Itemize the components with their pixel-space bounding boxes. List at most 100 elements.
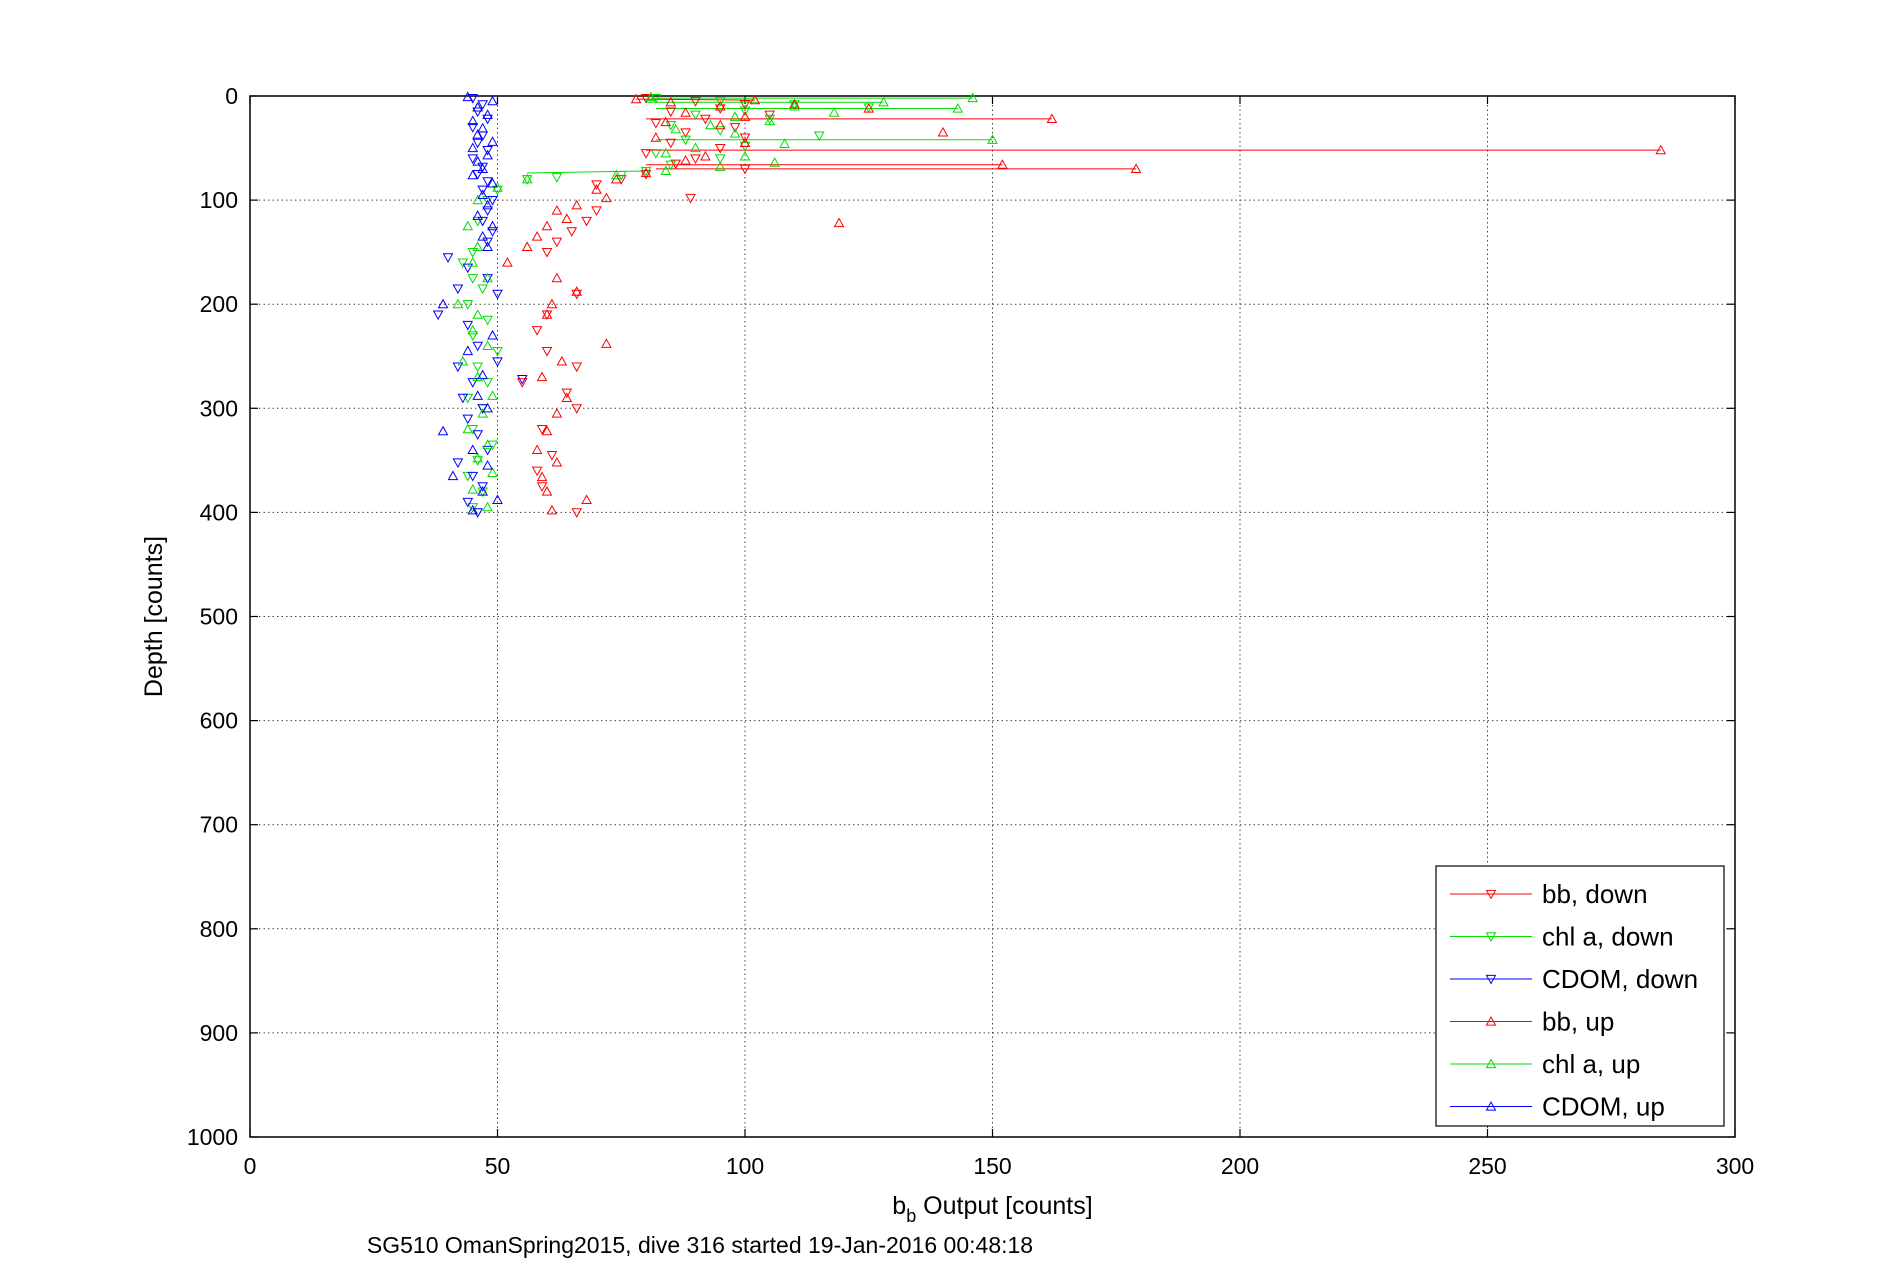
data-point	[472, 107, 484, 118]
data-point	[1046, 113, 1058, 124]
data-point	[467, 123, 479, 133]
data-point	[581, 494, 592, 505]
data-point	[714, 161, 726, 171]
data-point	[541, 346, 553, 357]
data-point	[571, 289, 583, 300]
data-point	[541, 309, 553, 319]
data-point	[591, 180, 602, 191]
data-point	[482, 149, 493, 160]
data-point	[690, 97, 701, 107]
data-point	[680, 107, 691, 117]
data-point	[472, 101, 484, 112]
y-tick-label: 100	[200, 187, 238, 213]
data-point	[640, 167, 652, 178]
data-point	[541, 220, 553, 231]
data-point	[472, 341, 484, 352]
data-point	[764, 115, 776, 126]
data-point	[561, 213, 573, 223]
data-point	[492, 346, 503, 357]
data-point	[739, 100, 751, 110]
data-point	[452, 362, 464, 373]
data-point	[581, 216, 592, 227]
data-point	[467, 142, 479, 153]
data-point	[482, 340, 493, 350]
data-point	[685, 193, 696, 204]
data-point	[536, 425, 548, 435]
data-point	[502, 257, 513, 267]
data-point	[477, 216, 488, 227]
data-point	[630, 93, 642, 104]
data-point	[650, 93, 662, 104]
data-point	[521, 241, 533, 252]
data-point	[660, 116, 672, 127]
data-point	[551, 237, 563, 248]
data-point	[457, 258, 469, 269]
y-tick-label: 800	[200, 916, 238, 942]
data-point	[739, 111, 751, 121]
data-point	[531, 466, 543, 477]
data-point	[779, 138, 790, 148]
data-point	[764, 114, 776, 125]
data-point	[571, 508, 583, 518]
data-point	[551, 272, 563, 283]
data-point	[571, 404, 583, 414]
data-point	[997, 159, 1008, 169]
data-point	[714, 100, 726, 111]
data-point	[477, 231, 488, 241]
data-point	[487, 136, 498, 146]
data-point	[739, 106, 751, 117]
data-point	[472, 371, 484, 382]
data-point	[462, 345, 474, 356]
data-point	[457, 355, 469, 366]
data-point	[690, 142, 701, 153]
data-point	[467, 503, 479, 513]
data-point	[536, 371, 548, 382]
legend: bb, down chl a, down CDOM, down bb, up chl a…	[1435, 865, 1725, 1127]
data-point	[482, 237, 493, 248]
data-point	[452, 284, 464, 295]
data-point	[531, 231, 543, 241]
x-tick-label: 100	[726, 1153, 764, 1179]
legend-box	[1435, 865, 1725, 1127]
data-point	[482, 439, 493, 449]
x-tick-label: 0	[244, 1153, 257, 1179]
data-point	[487, 177, 498, 188]
data-point	[729, 127, 741, 138]
data-point	[640, 149, 652, 159]
x-tick-label: 250	[1468, 1153, 1506, 1179]
data-point	[472, 309, 484, 319]
data-point	[467, 169, 479, 180]
data-point	[487, 227, 498, 237]
data-point	[482, 146, 493, 156]
data-point	[467, 274, 479, 284]
data-point	[482, 206, 493, 217]
y-tick-label: 300	[200, 395, 238, 421]
data-point	[714, 97, 726, 107]
data-point	[739, 150, 751, 161]
data-point	[833, 217, 845, 228]
data-point	[546, 504, 558, 515]
data-point	[482, 501, 493, 512]
data-point	[878, 96, 889, 107]
data-point	[521, 173, 533, 184]
data-point	[541, 248, 553, 258]
data-point	[432, 310, 444, 321]
data-point	[482, 445, 493, 456]
data-point	[1130, 163, 1142, 173]
data-point	[472, 210, 484, 220]
data-point	[1655, 144, 1667, 155]
data-point	[477, 369, 488, 380]
data-point	[665, 160, 677, 171]
data-point	[739, 137, 751, 147]
data-point	[487, 467, 498, 477]
data-point	[729, 111, 741, 121]
data-point	[952, 102, 964, 113]
data-point	[536, 471, 548, 482]
data-point	[492, 289, 503, 300]
legend-marker	[1485, 932, 1497, 943]
y-tick-label: 600	[200, 708, 238, 734]
legend-marker	[1485, 1015, 1497, 1026]
data-point	[571, 199, 583, 210]
data-point	[477, 122, 488, 133]
data-point	[487, 329, 498, 340]
